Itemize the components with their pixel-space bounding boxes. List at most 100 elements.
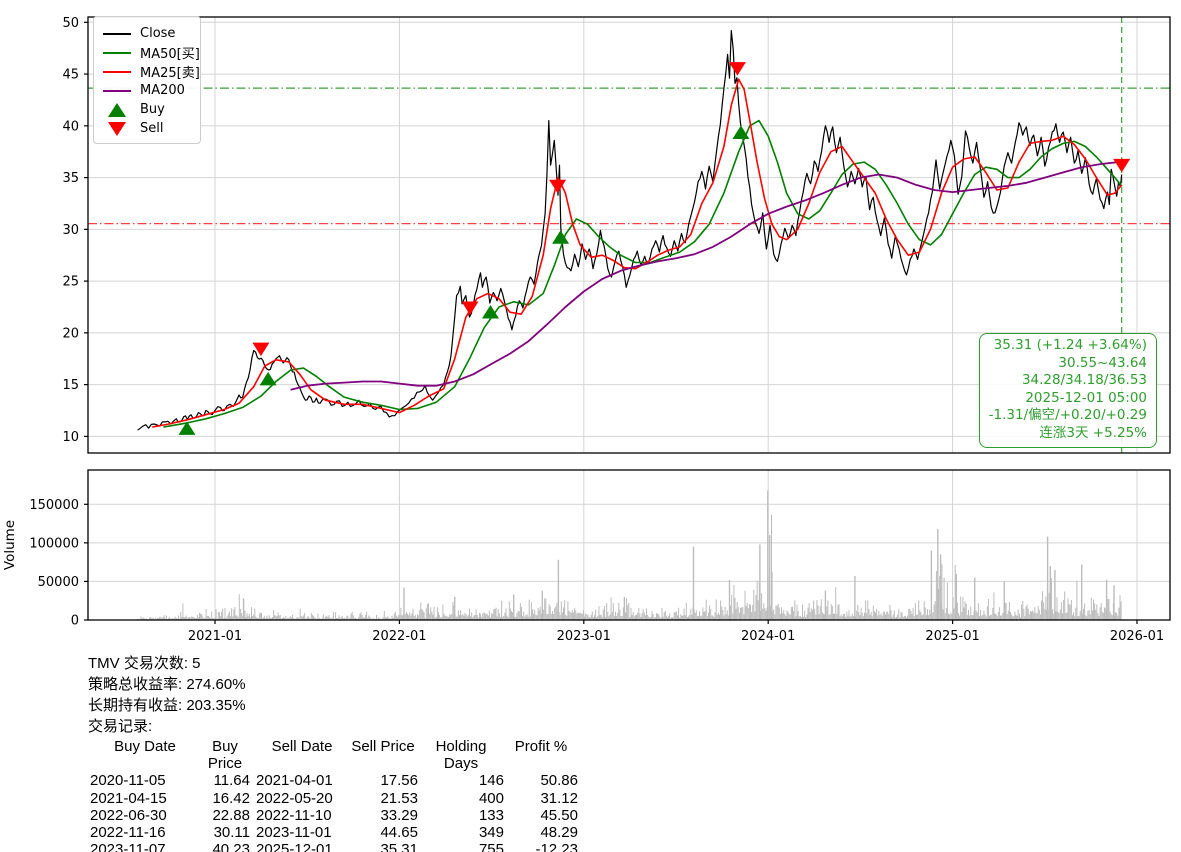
trade-header-cell: Buy Date bbox=[114, 738, 176, 755]
trade-cell: 30.11 bbox=[213, 824, 250, 842]
quote-info-box: 35.31 (+1.24 +3.64%) 30.55~43.64 34.28/3… bbox=[978, 333, 1157, 448]
volume-spike bbox=[1046, 536, 1049, 620]
volume-spike bbox=[728, 579, 731, 620]
volume-axis-label: Volume bbox=[2, 520, 18, 570]
ma200-line bbox=[290, 160, 1122, 391]
axis-labels: 10 15 20 25 30 35 40 45 50 0 50000 100000 150000 2021… bbox=[2, 16, 1164, 644]
trade-record-label: 交易记录: bbox=[88, 718, 153, 735]
volume-spike bbox=[454, 596, 456, 620]
trade-cell: 44.65 bbox=[380, 824, 418, 842]
trade-cell: 45.50 bbox=[540, 806, 578, 824]
trade-cell: -12.23 bbox=[535, 841, 578, 852]
volume-ytick-label: 100000 bbox=[29, 536, 79, 551]
price-panel-frame bbox=[87, 16, 1171, 454]
trade-cell: 755 bbox=[478, 841, 504, 852]
trade-cell: 146 bbox=[478, 772, 504, 790]
legend-label: MA50[买] bbox=[140, 47, 200, 62]
panel-frames bbox=[87, 16, 1171, 621]
buy-marker bbox=[259, 371, 277, 386]
volume-spike bbox=[557, 559, 560, 620]
legend-label: Buy bbox=[140, 102, 165, 117]
volume-spike bbox=[1054, 569, 1056, 620]
info-bias: -1.31/偏空/+0.20/+0.29 bbox=[988, 407, 1147, 424]
legend-line-swatch bbox=[102, 51, 132, 54]
trade-row: 2020-11-05 11.64 2021-04-01 17.56 146 50.86 bbox=[88, 772, 578, 789]
legend-label: Sell bbox=[140, 121, 164, 136]
volume-ytick-label: 0 bbox=[71, 614, 79, 629]
sell-marker bbox=[252, 342, 270, 357]
trade-header-cell: Holding Days bbox=[435, 738, 487, 773]
legend-line-swatch bbox=[102, 32, 132, 35]
volume-spike bbox=[403, 587, 405, 620]
trade-cell: 2021-04-15 bbox=[90, 789, 167, 807]
volume-spike bbox=[930, 550, 933, 620]
volume-spike bbox=[1081, 564, 1083, 620]
trade-row: 2022-06-30 22.88 2022-11-10 33.29 133 45.50 bbox=[88, 807, 578, 824]
volume-spike bbox=[692, 546, 695, 620]
volume-spike bbox=[771, 572, 773, 620]
buy-marker bbox=[732, 125, 750, 139]
volume-spike bbox=[974, 577, 976, 620]
volume-ytick-label: 150000 bbox=[29, 498, 79, 513]
trade-cell: 400 bbox=[478, 789, 504, 807]
trade-cell: 11.64 bbox=[213, 772, 250, 790]
sell-marker bbox=[728, 62, 746, 76]
price-ytick-label: 50 bbox=[62, 16, 79, 31]
legend-item-ma200: MA200 bbox=[102, 81, 192, 100]
trade-cell: 31.12 bbox=[540, 789, 578, 807]
legend-line-swatch bbox=[102, 70, 132, 73]
volume-spike bbox=[767, 490, 769, 620]
price-ytick-label: 25 bbox=[62, 275, 79, 290]
price-ytick-label: 40 bbox=[62, 119, 79, 134]
sell-marker bbox=[1113, 158, 1131, 173]
volume-spike bbox=[623, 596, 626, 620]
trade-count-line: TMV 交易次数: 5 bbox=[88, 655, 201, 672]
trade-cell: 2023-11-07 bbox=[90, 841, 166, 852]
buy-triangle-icon bbox=[102, 102, 132, 117]
xtick-label: 2022-01 bbox=[372, 629, 426, 644]
trade-cell: 33.29 bbox=[380, 806, 418, 824]
buy-marker bbox=[552, 230, 570, 244]
volume-spike bbox=[513, 594, 515, 620]
volume-spike bbox=[854, 576, 856, 620]
volume-ytick-label: 50000 bbox=[38, 575, 79, 590]
trade-cell: 16.42 bbox=[212, 789, 250, 807]
volume-spike bbox=[937, 529, 939, 620]
volume-spike bbox=[1105, 579, 1108, 620]
xtick-label: 2026-01 bbox=[1110, 629, 1164, 644]
buy-markers bbox=[178, 125, 750, 435]
legend-item-ma25: MA25[卖] bbox=[102, 62, 200, 81]
legend-item-sell: Sell bbox=[102, 119, 192, 138]
xtick-label: 2024-01 bbox=[741, 629, 795, 644]
volume-spike bbox=[759, 544, 761, 620]
volume-spike bbox=[939, 554, 942, 620]
info-streak: 连涨3天 +5.25% bbox=[1039, 424, 1147, 441]
trade-cell: 133 bbox=[478, 806, 504, 824]
legend: Close MA50[买] MA25[卖] MA200 Buy Sell bbox=[93, 16, 201, 144]
xtick-label: 2021-01 bbox=[188, 629, 242, 644]
ma50-line bbox=[163, 119, 1123, 428]
legend-label: MA200 bbox=[140, 83, 185, 98]
volume-spike bbox=[769, 535, 771, 620]
price-ytick-label: 20 bbox=[62, 326, 79, 341]
trade-header-cell: Sell Date bbox=[271, 738, 333, 755]
ma25-line bbox=[152, 78, 1123, 428]
trade-table: Buy Date Buy Price Sell Date Sell Price Hold… bbox=[88, 738, 578, 852]
trade-cell: 349 bbox=[478, 824, 504, 842]
xtick-label: 2025-01 bbox=[925, 629, 979, 644]
trade-cell: 48.29 bbox=[540, 824, 578, 842]
volume-spike bbox=[1003, 581, 1005, 620]
buy-marker bbox=[178, 421, 196, 435]
volume-bars bbox=[137, 490, 1122, 620]
trade-cell: 17.56 bbox=[380, 772, 418, 790]
trade-row: 2022-11-16 30.11 2023-11-01 44.65 349 48.29 bbox=[88, 824, 578, 841]
trade-header-cell: Profit % bbox=[514, 738, 568, 755]
price-ytick-label: 45 bbox=[62, 68, 79, 83]
legend-label: Close bbox=[140, 26, 176, 41]
volume-spike bbox=[1113, 585, 1115, 620]
legend-label: MA25[卖] bbox=[140, 66, 200, 81]
xtick-label: 2023-01 bbox=[557, 629, 611, 644]
volume-spike bbox=[242, 598, 245, 620]
price-ytick-label: 10 bbox=[62, 430, 79, 445]
